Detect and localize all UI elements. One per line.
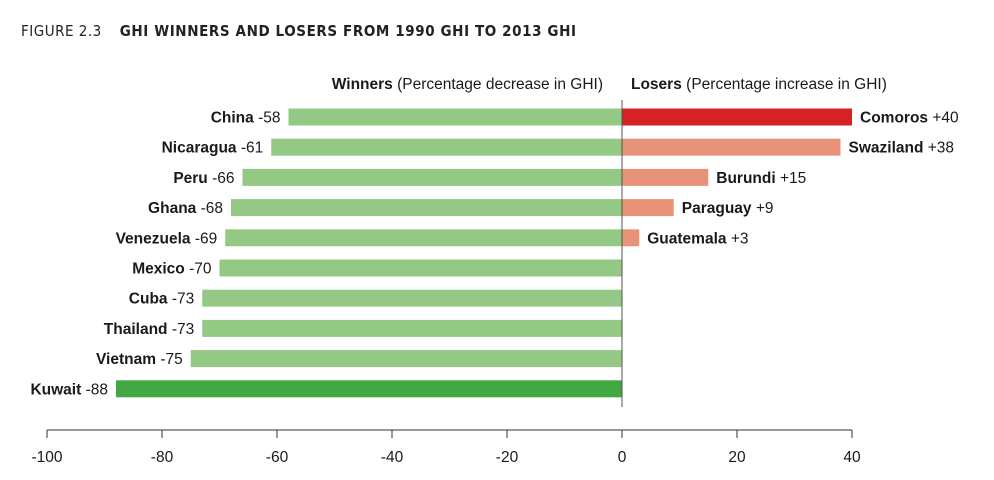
country-name: Cuba [129, 291, 168, 308]
value-label: -88 [86, 381, 108, 398]
bar-mexico [219, 259, 622, 277]
x-tick-label: 40 [843, 449, 861, 466]
bar-label-comoros: Comoros +40 [860, 110, 959, 127]
value-label: +40 [932, 110, 959, 127]
losers-title: Losers [631, 76, 682, 93]
bar-label-china: China -58 [211, 110, 281, 127]
x-tick-label: -20 [496, 449, 519, 466]
country-name: Paraguay [682, 200, 752, 217]
country-name: Thailand [104, 321, 168, 338]
bar-label-venezuela: Venezuela -69 [116, 230, 218, 247]
value-label: -66 [212, 170, 234, 187]
bar-venezuela [225, 229, 622, 247]
value-label: +9 [756, 200, 774, 217]
losers-header: Losers (Percentage increase in GHI) [631, 76, 887, 93]
country-name: Comoros [860, 110, 928, 127]
x-tick-label: 0 [618, 449, 627, 466]
country-name: Kuwait [30, 381, 81, 398]
bar-comoros [622, 108, 852, 126]
value-label: -58 [258, 110, 280, 127]
value-label: -73 [172, 321, 194, 338]
bar-paraguay [622, 199, 674, 217]
bar-guatemala [622, 229, 640, 247]
winners-title: Winners [332, 76, 393, 93]
bar-label-kuwait: Kuwait -88 [30, 381, 108, 398]
losers-subtitle: (Percentage increase in GHI) [686, 76, 887, 93]
value-label: -73 [172, 291, 194, 308]
x-tick-label: -80 [151, 449, 174, 466]
bar-label-mexico: Mexico -70 [132, 261, 212, 278]
value-label: -69 [195, 230, 217, 247]
x-tick-label: 20 [728, 449, 746, 466]
bar-labels: China -58 Nicaragua -61 Peru -66 Ghana -68 V… [30, 110, 959, 399]
bar-thailand [202, 319, 622, 337]
bar-swaziland [622, 138, 841, 156]
x-tick-label: -40 [381, 449, 404, 466]
value-label: +38 [928, 140, 954, 157]
country-name: Peru [173, 170, 207, 187]
bar-ghana [231, 199, 622, 217]
value-label: -68 [201, 200, 223, 217]
bar-kuwait [116, 380, 622, 398]
figure-header: FIGURE 2.3 GHI WINNERS AND LOSERS FROM 1… [21, 22, 577, 42]
winners-subtitle: (Percentage decrease in GHI) [397, 76, 603, 93]
country-name: China [211, 110, 254, 127]
bar-burundi [622, 168, 709, 186]
bar-label-peru: Peru -66 [173, 170, 234, 187]
country-name: Mexico [132, 261, 185, 278]
bar-label-paraguay: Paraguay +9 [682, 200, 774, 217]
figure-title: GHI WINNERS AND LOSERS FROM 1990 GHI TO … [119, 22, 577, 40]
bar-nicaragua [271, 138, 622, 156]
value-label: +15 [780, 170, 806, 187]
x-axis: -100 -80 -60 -40 -20 0 20 40 [31, 429, 861, 466]
bar-china [288, 108, 622, 126]
panel-headers: Winners (Percentage decrease in GHI) Los… [332, 76, 887, 93]
x-tick-label: -100 [31, 449, 62, 466]
country-name: Ghana [148, 200, 197, 217]
bar-label-swaziland: Swaziland +38 [849, 140, 955, 157]
country-name: Vietnam [96, 351, 156, 368]
bar-label-nicaragua: Nicaragua -61 [162, 140, 264, 157]
bar-peru [242, 168, 622, 186]
country-name: Burundi [716, 170, 775, 187]
bars [116, 108, 852, 398]
country-name: Venezuela [116, 230, 191, 247]
bar-vietnam [190, 350, 622, 368]
value-label: +3 [731, 230, 749, 247]
country-name: Swaziland [849, 140, 924, 157]
winners-header: Winners (Percentage decrease in GHI) [332, 76, 603, 93]
value-label: -61 [241, 140, 263, 157]
bar-label-cuba: Cuba -73 [129, 291, 194, 308]
bar-label-guatemala: Guatemala +3 [647, 230, 748, 247]
value-label: -70 [189, 261, 212, 278]
value-label: -75 [160, 351, 182, 368]
bar-cuba [202, 289, 622, 307]
bar-label-vietnam: Vietnam -75 [96, 351, 183, 368]
bar-label-ghana: Ghana -68 [148, 200, 223, 217]
x-tick-label: -60 [266, 449, 289, 466]
bar-label-thailand: Thailand -73 [104, 321, 194, 338]
country-name: Guatemala [647, 230, 727, 247]
bar-label-burundi: Burundi +15 [716, 170, 806, 187]
figure-number: FIGURE 2.3 [21, 22, 102, 40]
country-name: Nicaragua [162, 140, 237, 157]
